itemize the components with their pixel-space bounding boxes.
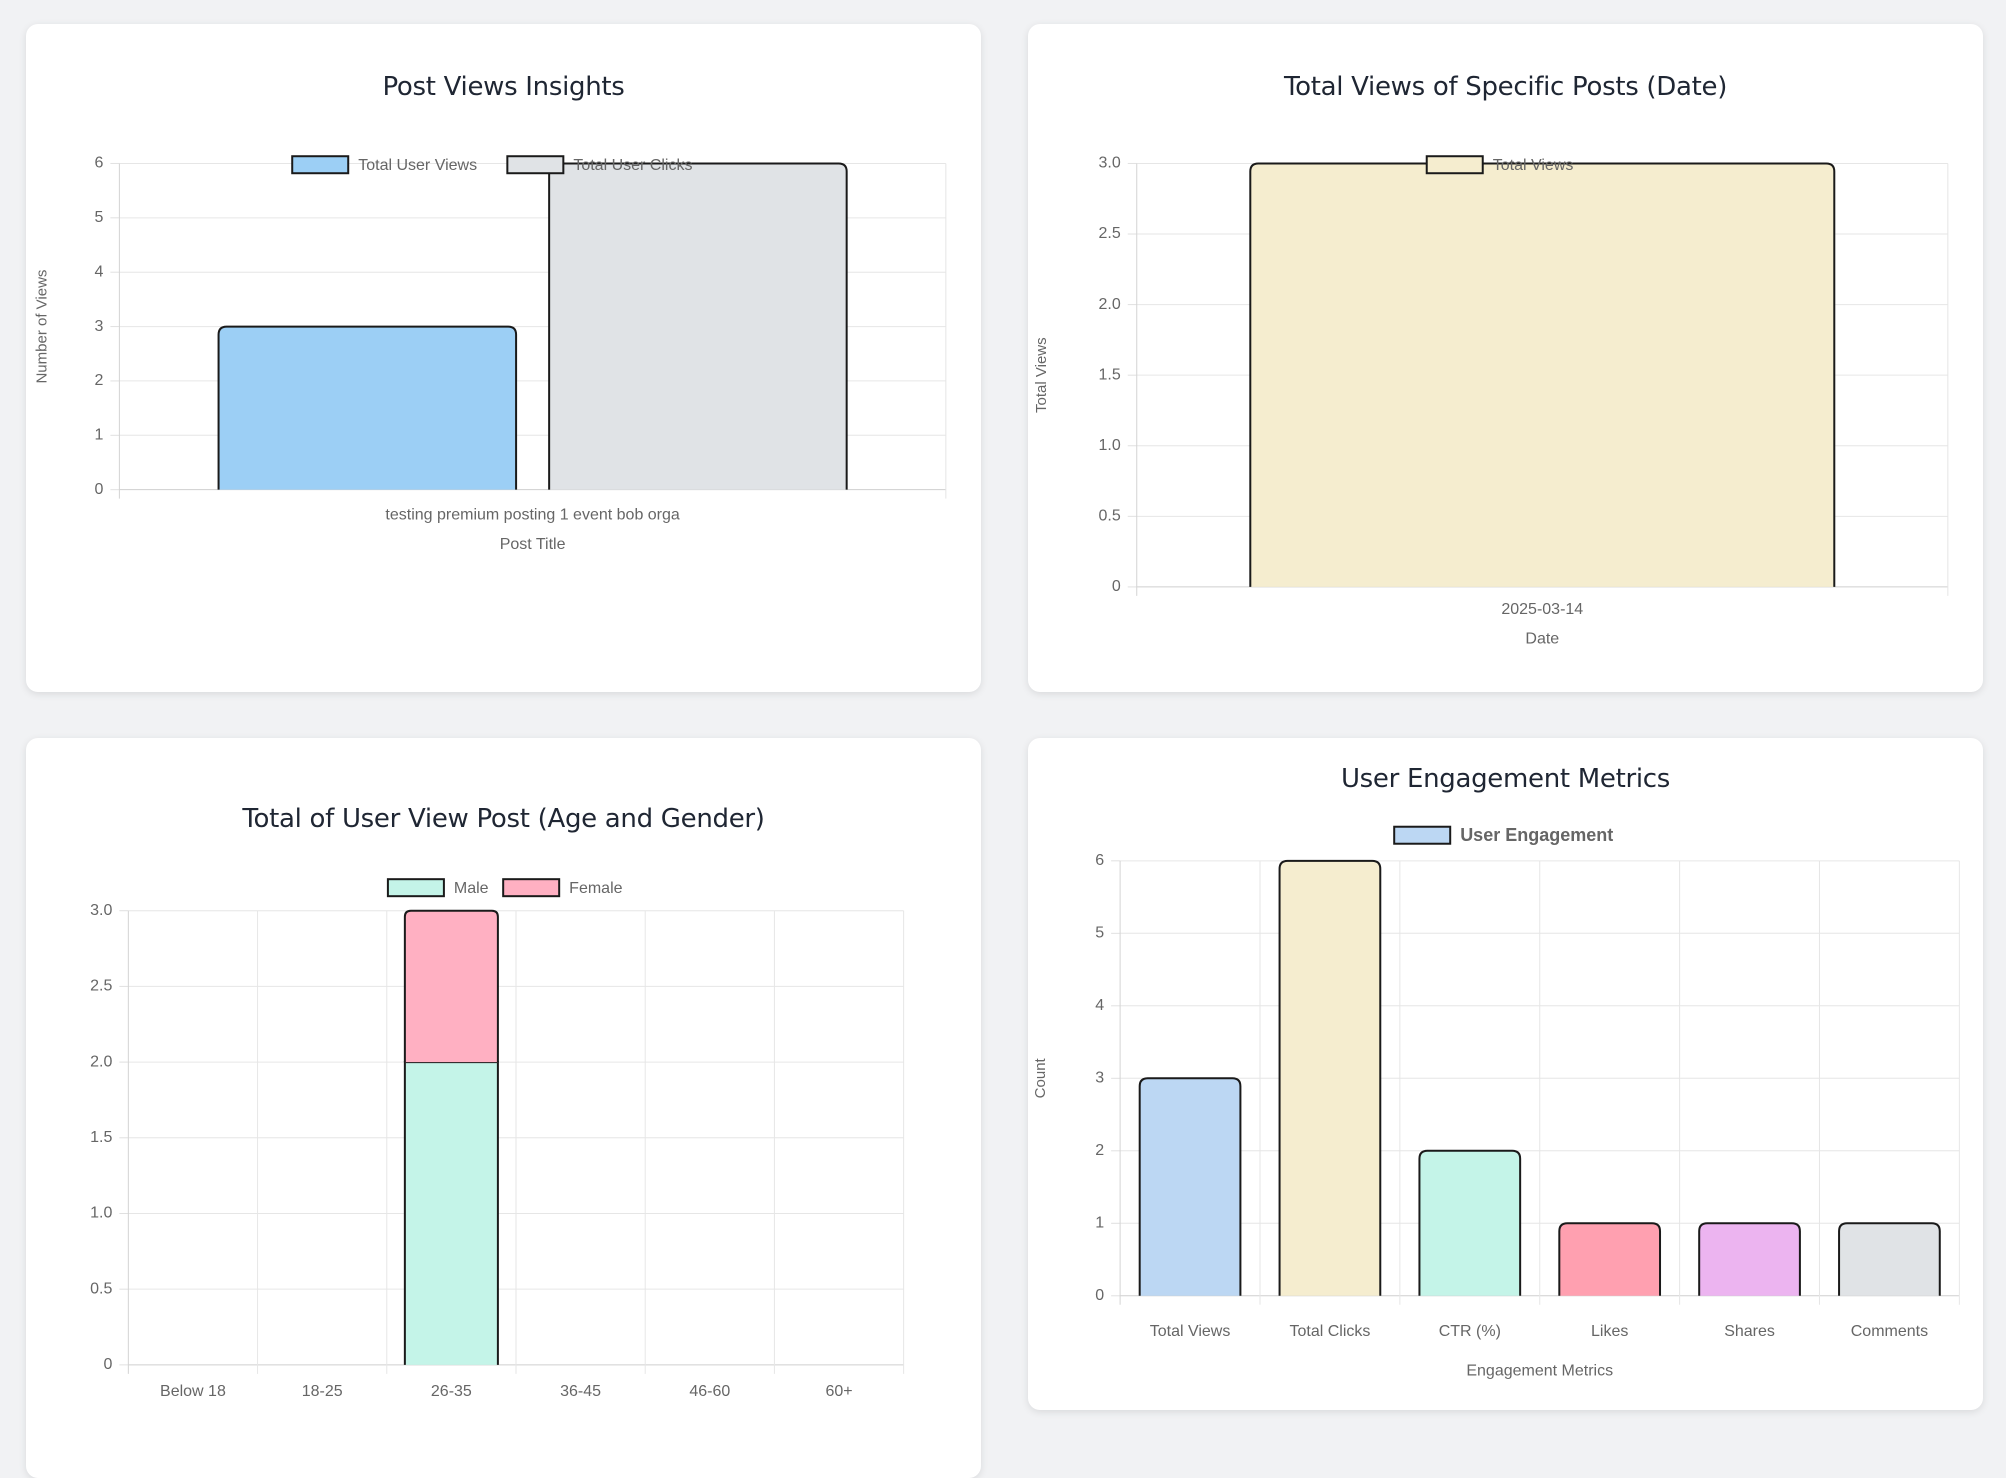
x-tick-label: Comments	[1851, 1323, 1928, 1340]
x-axis-title: Post Title	[500, 536, 566, 553]
legend-label: Total Views	[1493, 157, 1574, 174]
legend-swatch-total-user-views	[291, 155, 350, 175]
chart-title: Post Views Insights	[382, 72, 625, 102]
y-tick-label: 0.5	[1098, 508, 1120, 525]
x-tick-label: 2025-03-14	[1501, 601, 1583, 618]
y-tick-label: 0	[103, 1356, 112, 1373]
x-tick-label: 36-45	[560, 1383, 601, 1400]
bar-total-user-views-testing-premium-posting-1-event-bob-orga	[218, 326, 517, 490]
chart-title: Total Views of Specific Posts (Date)	[1283, 72, 1728, 102]
chart-title: Total of User View Post (Age and Gender)	[242, 804, 765, 834]
legend-swatch-user-engagement	[1393, 825, 1452, 845]
x-axis-title: Engagement Metrics	[1466, 1362, 1613, 1379]
bar-total-user-clicks-testing-premium-posting-1-event-bob-orga	[549, 163, 847, 490]
bar-user-engagement-comments	[1839, 1223, 1940, 1296]
bar-outline	[403, 1061, 499, 1365]
y-axis-title: Number of Views	[34, 270, 51, 384]
x-tick-label: 60+	[825, 1383, 852, 1400]
bar-outline	[1418, 1149, 1522, 1296]
legend-label: Female	[569, 880, 622, 897]
x-tick-label: CTR (%)	[1439, 1323, 1501, 1340]
legend-swatch-male	[386, 878, 445, 898]
legend-label: Total User Views	[358, 157, 477, 174]
bar-user-engagement-ctr	[1419, 1150, 1521, 1296]
y-tick-label: 2	[1095, 1142, 1104, 1159]
y-tick-label: 2.5	[1098, 225, 1120, 242]
y-tick-label: 4	[1095, 997, 1104, 1014]
y-tick-label: 6	[1095, 852, 1104, 869]
y-tick-label: 0	[1095, 1287, 1104, 1304]
y-tick-label: 1	[94, 427, 103, 444]
y-tick-label: 3	[94, 318, 103, 335]
bar-outline	[403, 909, 499, 1063]
bar-outline	[1698, 1222, 1801, 1296]
y-tick-label: 3.0	[1098, 155, 1120, 172]
y-tick-label: 5	[1095, 925, 1104, 942]
bar-outline	[1838, 1222, 1941, 1296]
y-tick-label: 2.5	[90, 978, 112, 995]
bar-male-26-35	[404, 1062, 498, 1365]
y-axis-title: Total Views	[1033, 337, 1050, 413]
y-tick-label: 1	[1095, 1215, 1104, 1232]
x-tick-label: Total Clicks	[1289, 1323, 1370, 1340]
bar-user-engagement-likes	[1559, 1223, 1661, 1296]
legend-label: User Engagement	[1460, 825, 1613, 845]
legend-swatch-female	[502, 878, 561, 898]
y-tick-label: 4	[94, 263, 103, 280]
age-gender-views-chart: 0 0.5 1.0 1.5 2.0 2.5 3.0 Below 18 18-25 26-35 36-…	[90, 878, 905, 1400]
bar-total-views-2025-03-14	[1250, 163, 1835, 587]
x-tick-label: Shares	[1724, 1323, 1775, 1340]
total-views-by-date-card: Total Views of Specific Posts (Date) 0 0.…	[1028, 24, 1983, 692]
y-tick-label: 6	[94, 155, 103, 172]
y-tick-label: 0	[94, 481, 103, 498]
y-tick-label: 1.5	[90, 1129, 112, 1146]
y-tick-label: 3.0	[90, 902, 112, 919]
post-views-insights-card: Post Views Insights 0 1 2 3 4 5 6 testing premi…	[26, 24, 981, 692]
x-tick-label: 18-25	[302, 1383, 343, 1400]
bar-outline	[1278, 859, 1382, 1296]
legend-swatch-total-views	[1425, 155, 1484, 175]
total-views-by-date-chart: 0 0.5 1.0 1.5 2.0 2.5 3.0 2025-03-14 Date Total V…	[1033, 155, 1949, 648]
bar-outline	[217, 325, 518, 490]
x-tick-label: Below 18	[160, 1383, 226, 1400]
post-views-insights-chart: 0 1 2 3 4 5 6 testing premium posting 1 event b…	[34, 155, 947, 553]
x-tick-label: Total Views	[1150, 1323, 1231, 1340]
y-axis-title: Count	[1032, 1057, 1049, 1098]
x-tick-label: Likes	[1591, 1323, 1628, 1340]
legend-label: Total User Clicks	[573, 157, 692, 174]
y-tick-label: 3	[1095, 1070, 1104, 1087]
user-engagement-chart: 0 1 2 3 4 5 6 Total Views Total Clicks CTR (%) Lik…	[1032, 825, 1960, 1380]
y-tick-label: 0.5	[90, 1280, 112, 1297]
x-tick-label: 26-35	[431, 1383, 472, 1400]
bar-outline	[1558, 1222, 1662, 1296]
y-tick-label: 1.0	[90, 1205, 112, 1222]
y-tick-label: 1.0	[1098, 437, 1120, 454]
y-tick-label: 2.0	[90, 1053, 112, 1070]
chart-title: User Engagement Metrics	[1340, 764, 1671, 794]
bar-female-26-35	[404, 910, 498, 1063]
bar-user-engagement-total-views	[1139, 1078, 1241, 1296]
y-tick-label: 1.5	[1098, 366, 1120, 383]
y-tick-label: 5	[94, 209, 103, 226]
bar-user-engagement-total-clicks	[1279, 860, 1381, 1296]
y-tick-label: 2.0	[1098, 296, 1120, 313]
age-gender-views-card: Total of User View Post (Age and Gender)…	[26, 738, 981, 1478]
y-tick-label: 0	[1112, 578, 1121, 595]
bar-outline	[1249, 162, 1836, 587]
x-tick-label: testing premium posting 1 event bob orga	[385, 506, 680, 523]
y-tick-label: 2	[94, 372, 103, 389]
legend-label: Male	[454, 880, 489, 897]
legend-swatch-total-user-clicks	[506, 155, 565, 175]
x-axis-title: Date	[1525, 631, 1559, 648]
x-tick-label: 46-60	[689, 1383, 730, 1400]
bar-outline	[1138, 1077, 1242, 1296]
bar-user-engagement-shares	[1699, 1223, 1800, 1296]
user-engagement-card: User Engagement Metrics 0 1 2 3 4 5 6 Total Vie…	[1028, 738, 1983, 1410]
